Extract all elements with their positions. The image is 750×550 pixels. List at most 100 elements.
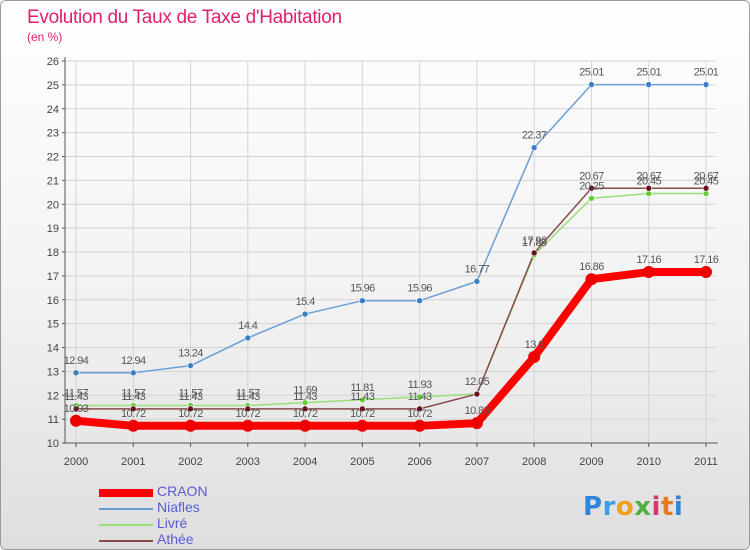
logo-letter: i (651, 492, 661, 522)
series-line-niafles (75, 83, 707, 374)
data-point-athée (530, 249, 538, 257)
legend-label: Athée (157, 531, 194, 547)
logo-letter: t (660, 492, 674, 522)
data-label-athée: 11.43 (408, 391, 432, 403)
data-label-niafles: 15.96 (350, 283, 375, 295)
data-point-niafles (588, 81, 595, 88)
x-tick-label: 2003 (236, 456, 260, 468)
chart-title: Evolution du Taux de Taxe d'Habitation (27, 7, 342, 28)
x-tick-label: 2009 (579, 456, 603, 468)
legend-swatch (99, 524, 153, 526)
data-label-livré: 20.45 (636, 176, 661, 188)
y-tick-label: 21 (47, 175, 59, 187)
data-label-niafles: 13.24 (178, 348, 203, 360)
data-point-craon (470, 417, 483, 430)
data-point-niafles (72, 369, 80, 377)
data-label-athée: 20.67 (579, 170, 604, 182)
y-tick-label: 17 (47, 271, 59, 283)
legend-label: Livré (157, 515, 188, 531)
data-point-niafles (187, 362, 194, 369)
x-tick-label: 2005 (350, 456, 374, 468)
data-label-livré: 17.88 (522, 237, 547, 249)
data-label-athée: 20.67 (636, 170, 661, 182)
y-tick-label: 19 (47, 223, 59, 235)
data-label-athée: 11.43 (179, 391, 203, 403)
data-point-athée (244, 405, 252, 413)
y-tick-label: 25 (47, 80, 59, 92)
data-label-niafles: 25.01 (579, 67, 604, 79)
data-label-livré: 20.25 (579, 180, 604, 192)
data-point-athée (187, 405, 194, 413)
legend-swatch (99, 540, 153, 542)
data-point-craon (642, 266, 655, 279)
data-label-craon: 10.93 (64, 403, 89, 415)
x-tick-label: 2002 (178, 456, 202, 468)
data-point-niafles (301, 310, 309, 318)
data-label-craon: 10.72 (407, 408, 432, 420)
grid (64, 57, 718, 444)
x-tick-label: 2006 (407, 456, 431, 468)
proxiti-logo: Proxiti (583, 492, 683, 522)
data-label-craon: 10.72 (178, 408, 203, 420)
data-point-niafles (530, 144, 538, 151)
y-tick-label: 22 (47, 152, 59, 164)
data-point-craon (241, 419, 254, 432)
data-label-livré: 12.05 (465, 376, 490, 388)
data-label-craon: 10.72 (350, 408, 375, 420)
logo-letter: r (602, 492, 616, 522)
data-label-niafles: 25.01 (636, 67, 661, 79)
legend-swatch (99, 489, 153, 497)
series-line-livré (75, 192, 707, 407)
y-tick-label: 10 (47, 438, 59, 450)
data-point-niafles (645, 81, 653, 88)
data-label-craon: 10.72 (293, 408, 318, 420)
y-tick-label: 18 (47, 247, 59, 259)
logo-letter: P (583, 492, 603, 522)
data-point-craon (528, 351, 541, 364)
data-label-livré: 11.93 (408, 379, 432, 391)
data-label-livré: 20.45 (694, 176, 719, 188)
data-label-livré: 11.57 (64, 388, 88, 400)
y-tick-label: 16 (47, 295, 59, 307)
data-label-craon: 16.86 (579, 261, 604, 273)
data-label-craon: 10.83 (465, 405, 490, 417)
data-point-livré (359, 396, 366, 404)
y-tick-label: 12 (47, 390, 59, 402)
x-tick-label: 2000 (64, 456, 88, 468)
y-tick-label: 23 (47, 128, 59, 140)
data-label-athée: 11.43 (236, 391, 260, 403)
data-label-niafles: 15.4 (296, 296, 315, 308)
y-tick-label: 15 (47, 319, 59, 331)
data-label-livré: 11.69 (293, 385, 317, 397)
chart-subtitle: (en %) (27, 30, 63, 44)
data-label-niafles: 12.94 (121, 355, 146, 367)
data-point-craon (184, 419, 197, 432)
data-point-niafles (244, 334, 252, 342)
legend-swatch (99, 508, 153, 510)
data-label-craon: 17.16 (694, 254, 719, 266)
data-point-athée (416, 405, 423, 413)
logo-letter: x (634, 492, 652, 522)
data-label-niafles: 16.77 (465, 263, 490, 275)
data-label-livré: 11.57 (236, 388, 260, 400)
logo-letter: i (673, 492, 684, 522)
data-label-athée: 11.43 (293, 391, 317, 403)
data-point-livré (416, 393, 423, 401)
data-label-craon: 17.16 (636, 254, 661, 266)
data-point-niafles (416, 297, 423, 305)
data-point-craon (585, 273, 598, 286)
data-label-craon: 10.72 (121, 408, 146, 420)
data-point-craon (700, 266, 712, 279)
data-point-athée (129, 405, 137, 413)
y-tick-label: 13 (47, 366, 59, 378)
data-point-athée (72, 405, 80, 413)
series-line-athée (75, 187, 707, 410)
x-tick-label: 2004 (293, 456, 317, 468)
data-point-craon (127, 419, 140, 432)
data-point-craon (70, 414, 82, 427)
data-label-athée: 17.96 (522, 235, 547, 247)
data-label-niafles: 12.94 (64, 355, 89, 367)
data-point-athée (473, 390, 481, 398)
data-label-athée: 20.67 (694, 170, 719, 182)
